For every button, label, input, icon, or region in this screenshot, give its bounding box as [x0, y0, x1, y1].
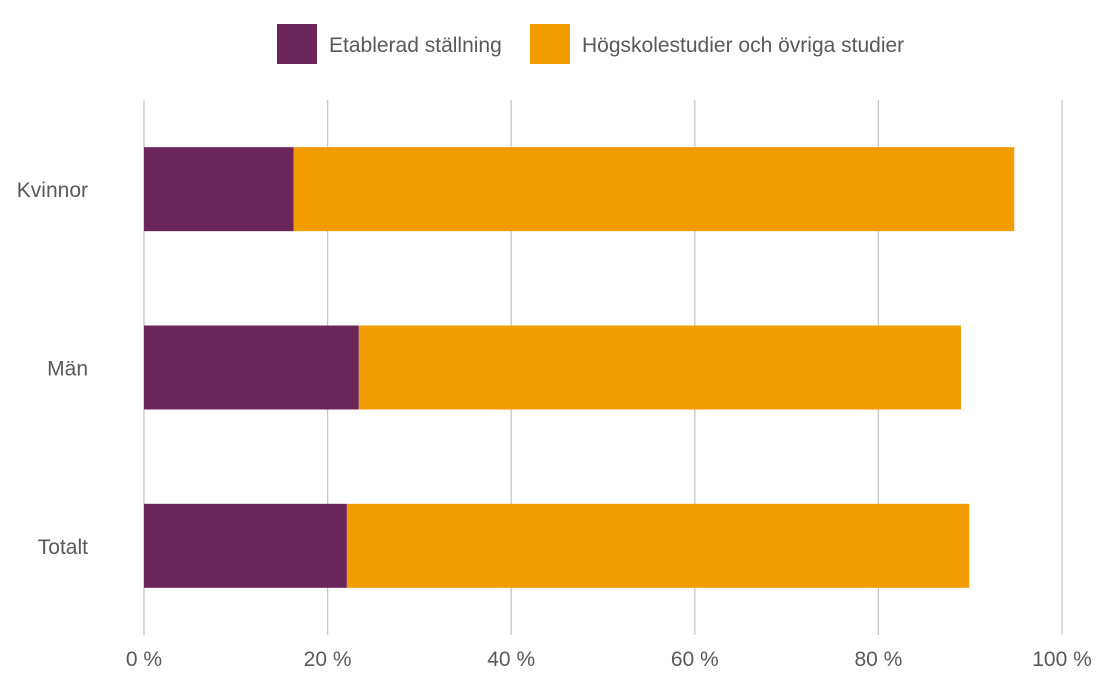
legend-label: Etablerad ställning	[329, 34, 502, 57]
legend-label: Högskolestudier och övriga studier	[582, 34, 904, 57]
x-tick-label: 0 %	[126, 648, 162, 671]
bar-segment	[144, 325, 359, 410]
bars	[144, 147, 1015, 588]
category-labels: Kvinnor Män Totalt	[17, 179, 88, 559]
bar-segment	[144, 147, 294, 232]
x-tick-labels: 0 % 20 % 40 % 60 % 80 % 100 %	[126, 648, 1092, 671]
category-label: Totalt	[38, 536, 88, 559]
x-tick-label: 100 %	[1032, 648, 1092, 671]
bar-segment	[346, 503, 970, 588]
legend-swatch	[530, 24, 570, 64]
legend-swatch	[277, 24, 317, 64]
bar-segment	[144, 503, 347, 588]
category-label: Kvinnor	[17, 179, 88, 202]
x-tick-label: 80 %	[854, 648, 902, 671]
x-tick-label: 40 %	[487, 648, 535, 671]
x-tick-label: 20 %	[304, 648, 352, 671]
legend: Etablerad ställning Högskolestudier och ö…	[277, 24, 904, 64]
x-tick-label: 60 %	[671, 648, 719, 671]
category-label: Män	[47, 358, 88, 381]
bar-segment	[358, 325, 962, 410]
bar-segment	[293, 147, 1015, 232]
